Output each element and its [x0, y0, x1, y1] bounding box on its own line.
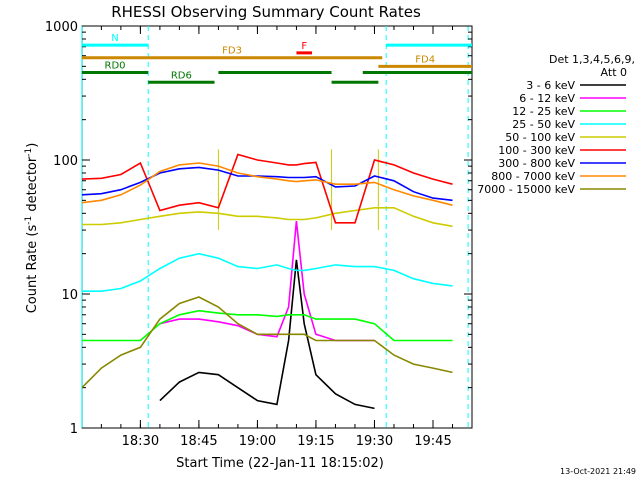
y-tick-label: 10 — [61, 288, 78, 303]
legend-label: 12 - 25 keV — [512, 105, 575, 118]
plot-frame — [81, 25, 473, 429]
flag-label-fd4: FD4 — [415, 54, 435, 65]
chart-title: RHESSI Observing Summary Count Rates — [111, 3, 421, 21]
legend-label: 50 - 100 keV — [505, 131, 575, 144]
legend-label: 800 - 7000 keV — [491, 170, 575, 183]
flag-label-fd3: FD3 — [222, 46, 242, 57]
series-line-3 — [82, 252, 453, 292]
series-line-5 — [82, 153, 453, 224]
series-line-1 — [159, 221, 375, 342]
legend-label: 25 - 50 keV — [512, 118, 575, 131]
legend-header-line1: Det 1,3,4,5,6,9, — [549, 53, 635, 66]
series-line-7 — [82, 162, 453, 206]
flag-label-n: N — [111, 33, 118, 44]
y-tick-label: 1000 — [45, 20, 78, 35]
x-tick-label: 19:15 — [297, 434, 334, 449]
flag-label-rd0: RD0 — [105, 60, 126, 71]
series-line-0 — [159, 259, 375, 410]
x-tick-label: 19:00 — [239, 434, 276, 449]
x-tick-label: 19:30 — [356, 434, 393, 449]
flag-label-rd6: RD6 — [171, 70, 192, 81]
legend-label: 100 - 300 keV — [498, 144, 575, 157]
x-axis-label: Start Time (22-Jan-11 18:15:02) — [176, 456, 384, 471]
y-tick-label: 100 — [53, 154, 78, 169]
legend-label: 3 - 6 keV — [526, 79, 575, 92]
legend-label: 6 - 12 keV — [519, 92, 575, 105]
y-axis-label: Count Rate (s-1 detector-1) — [24, 143, 40, 314]
plot-area: 1 10 100 1000 18:30 18:45 19:00 19:15 19:30 19:45… — [45, 20, 473, 449]
series-line-6 — [82, 166, 453, 202]
flag-label-f: F — [301, 41, 307, 52]
series-line-8 — [82, 296, 453, 389]
legend-label: 300 - 800 keV — [498, 157, 575, 170]
series-line-4 — [82, 207, 453, 228]
legend-header-line2: Att 0 — [601, 66, 627, 79]
x-tick-label: 18:30 — [122, 434, 159, 449]
x-tick-label: 19:45 — [414, 434, 451, 449]
footer-timestamp: 13-Oct-2021 21:49 — [560, 467, 636, 476]
legend-label: 7000 - 15000 keV — [477, 183, 575, 196]
x-tick-label: 18:45 — [180, 434, 217, 449]
y-tick-label: 1 — [70, 422, 78, 437]
